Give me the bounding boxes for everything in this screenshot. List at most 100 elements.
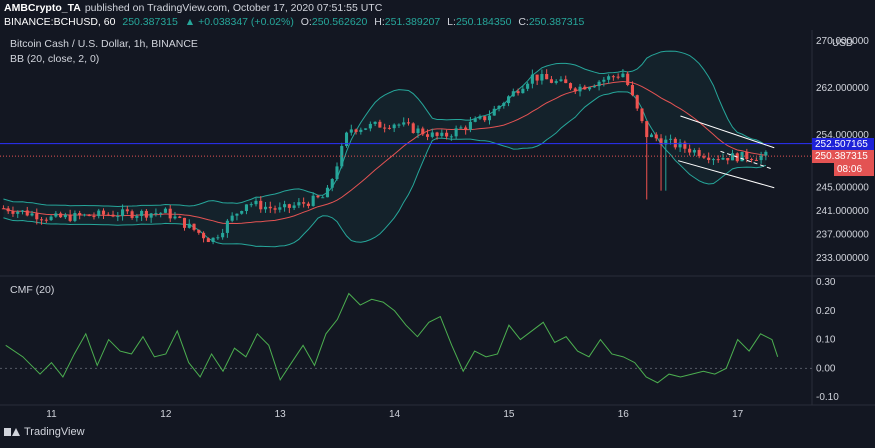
candle-body bbox=[182, 217, 187, 228]
candle-body bbox=[378, 121, 382, 128]
open-label: O: bbox=[300, 16, 312, 28]
candle-body bbox=[611, 76, 615, 78]
low-label: L: bbox=[447, 16, 456, 28]
cmf-panel bbox=[0, 292, 812, 384]
time-tick-label: 15 bbox=[503, 409, 515, 420]
candle-body bbox=[387, 127, 391, 129]
candle-body bbox=[492, 108, 496, 116]
candle-body bbox=[330, 179, 334, 188]
time-tick-label: 12 bbox=[160, 409, 172, 420]
candle-body bbox=[592, 86, 596, 88]
price-tick-label: 241.000000 bbox=[816, 206, 869, 217]
bb-basis bbox=[3, 80, 766, 225]
candle-body bbox=[20, 210, 25, 212]
candle-body bbox=[478, 116, 482, 119]
candle-body bbox=[630, 84, 634, 96]
candle-body bbox=[497, 105, 501, 109]
candle-body bbox=[459, 127, 463, 129]
close-value: 250.387315 bbox=[528, 16, 585, 28]
cmf-tick-label: 0.00 bbox=[816, 363, 836, 374]
candles bbox=[1, 69, 768, 245]
bb-lower-band bbox=[3, 91, 767, 248]
candle-body bbox=[97, 210, 101, 217]
symbol-label: BINANCE:BCHUSD, 60 bbox=[4, 16, 116, 28]
bb-upper-band bbox=[3, 50, 767, 208]
tradingview-footer[interactable]: TradingView bbox=[4, 426, 85, 438]
candle-body bbox=[678, 142, 682, 148]
chart-overlays bbox=[0, 115, 812, 189]
candle-body bbox=[211, 237, 215, 243]
candle-body bbox=[235, 213, 239, 216]
time-tick-label: 14 bbox=[389, 409, 401, 420]
candle-body bbox=[259, 200, 263, 210]
price-change: ▲ +0.038347 (+0.02%) bbox=[184, 16, 294, 28]
cmf-indicator-label[interactable]: CMF (20) bbox=[10, 284, 55, 296]
axes: 270.000000 262.000000 254.000000 245.000000… bbox=[46, 36, 869, 420]
candle-body bbox=[202, 232, 206, 239]
candle-body bbox=[225, 220, 229, 233]
candle-body bbox=[35, 213, 39, 220]
candle-body bbox=[159, 212, 163, 214]
price-tick-label: 237.000000 bbox=[816, 230, 869, 241]
candle-body bbox=[364, 128, 368, 130]
candle-body bbox=[130, 211, 134, 218]
candle-body bbox=[354, 129, 358, 132]
candle-body bbox=[140, 210, 144, 216]
candle-body bbox=[73, 212, 77, 221]
cmf-tick-label: -0.10 bbox=[816, 392, 839, 403]
candle-body bbox=[445, 132, 449, 137]
candle-body bbox=[121, 209, 125, 217]
candle-body bbox=[659, 138, 663, 145]
candle-body bbox=[30, 213, 34, 216]
candle-body bbox=[263, 206, 268, 210]
high-value: 251.389207 bbox=[384, 16, 441, 28]
candle-body bbox=[511, 91, 515, 97]
candle-body bbox=[240, 211, 244, 214]
candle-body bbox=[759, 155, 763, 161]
candle-body bbox=[502, 103, 506, 106]
publish-line: AMBCrypto_TA published on TradingView.com… bbox=[4, 2, 386, 14]
candle-body bbox=[683, 142, 687, 149]
candle-body bbox=[554, 81, 558, 83]
bb-indicator-label[interactable]: BB (20, close, 2, 0) bbox=[10, 53, 100, 65]
candle-body bbox=[6, 208, 10, 212]
candle-body bbox=[16, 211, 20, 214]
candle-body bbox=[454, 128, 458, 137]
candle-body bbox=[411, 123, 415, 133]
candle-body bbox=[616, 76, 620, 78]
candle-body bbox=[487, 115, 492, 121]
candle-body bbox=[573, 88, 577, 92]
candle-body bbox=[588, 87, 592, 90]
candle-body bbox=[726, 157, 730, 161]
time-tick-label: 16 bbox=[618, 409, 630, 420]
candle-body bbox=[135, 215, 139, 218]
grid bbox=[0, 30, 875, 406]
candle-body bbox=[440, 132, 444, 136]
candle-body bbox=[464, 127, 468, 130]
tradingview-logo-icon bbox=[4, 426, 20, 438]
candle-body bbox=[216, 237, 220, 239]
candle-body bbox=[311, 195, 315, 206]
candle-body bbox=[673, 138, 677, 148]
candle-body bbox=[697, 150, 701, 157]
candle-body bbox=[40, 219, 44, 221]
candle-body bbox=[745, 151, 749, 160]
candle-body bbox=[368, 123, 372, 129]
candle-body bbox=[25, 210, 29, 216]
currency-label: USD bbox=[832, 38, 854, 49]
candle-countdown: 08:06 bbox=[834, 163, 874, 176]
last-price: 250.387315 bbox=[122, 16, 178, 28]
candle-body bbox=[654, 134, 658, 139]
candle-body bbox=[383, 127, 387, 129]
candle-body bbox=[144, 210, 148, 218]
high-label: H: bbox=[374, 16, 385, 28]
candle-body bbox=[44, 219, 48, 221]
candle-body bbox=[516, 91, 520, 94]
candle-body bbox=[535, 74, 539, 81]
candle-body bbox=[449, 136, 453, 138]
candle-body bbox=[621, 73, 625, 78]
candle-body bbox=[716, 159, 720, 161]
close-label: C: bbox=[518, 16, 529, 28]
author-name[interactable]: AMBCrypto_TA bbox=[4, 2, 81, 14]
